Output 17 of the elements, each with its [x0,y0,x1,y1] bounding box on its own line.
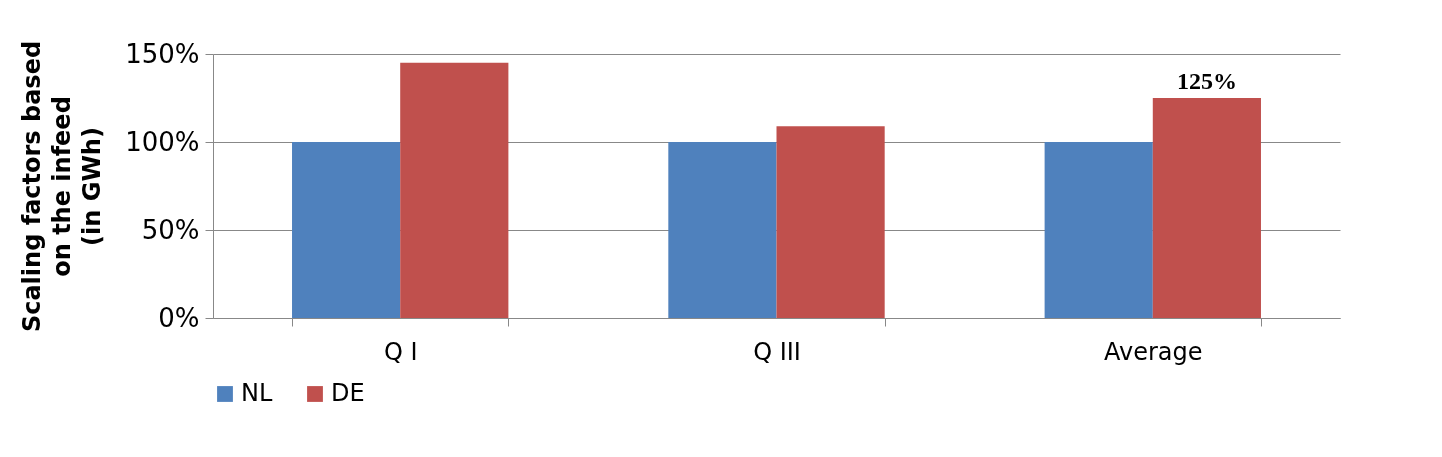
bar [1044,142,1153,318]
y-tick-label: 50% [141,214,200,245]
bar [668,142,777,318]
data-label: 125% [1176,68,1237,94]
x-tick-label: Q III [753,337,801,366]
bar [400,62,509,318]
bar [292,142,401,318]
x-tick-label: Average [1104,337,1203,366]
bar [1152,98,1261,318]
bar [776,126,885,318]
y-tick-label: 100% [125,126,200,157]
legend-label: DE [331,379,365,407]
legend-label: NL [241,379,273,407]
x-tick-label: Q I [383,337,418,366]
y-tick-label: 150% [125,38,200,69]
y-tick-label: 0% [158,302,200,333]
y-axis-title: Scaling factors based on the infeed (in GWh) [18,40,107,333]
